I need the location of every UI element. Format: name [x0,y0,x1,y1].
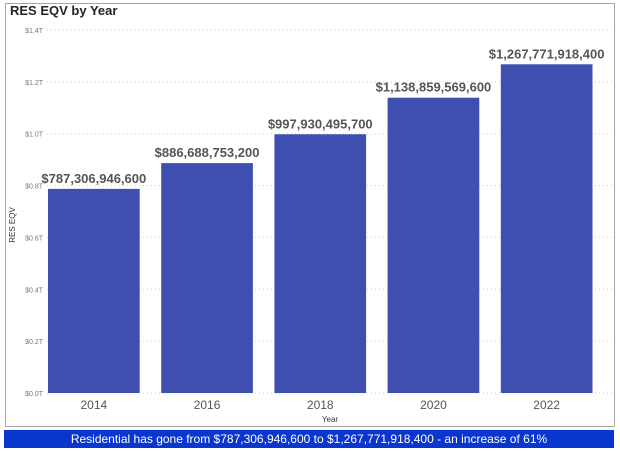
x-tick-label: 2018 [307,398,334,412]
summary-banner: Residential has gone from $787,306,946,6… [4,430,614,448]
bar-2020 [387,97,480,393]
y-tick-label: $0.2T [25,339,44,346]
y-tick-label: $1.0T [25,132,44,139]
bar-chart: $0.0T $0.2T $0.4T $0.6T $0.8T $1.0T $1.2T $1.4T… [8,28,613,424]
x-axis-label: Year [322,415,339,424]
data-label-2018: $997,930,495,700 [268,116,373,131]
x-tick-label: 2020 [420,398,447,412]
y-tick-label: $0.6T [25,235,44,242]
data-label-2014: $787,306,946,600 [41,171,146,186]
bar-2018 [274,134,367,393]
chart-title: RES EQV by Year [10,3,118,18]
y-tick-label: $0.8T [25,184,44,191]
y-tick-label: $1.2T [25,80,44,87]
x-tick-label: 2014 [80,398,107,412]
y-tick-label: $1.4T [25,28,44,35]
bar-2014 [48,188,140,393]
bar-2022 [500,64,593,393]
y-axis-label: RES EQV [8,207,17,243]
y-tick-label: $0.4T [25,287,44,294]
data-label-2016: $886,688,753,200 [155,145,260,160]
data-label-2020: $1,138,859,569,600 [376,80,492,95]
x-tick-label: 2022 [533,398,560,412]
bar-2016 [161,163,253,393]
y-tick-label: $0.0T [25,391,44,398]
data-label-2022: $1,267,771,918,400 [489,46,605,61]
x-tick-label: 2016 [194,398,221,412]
